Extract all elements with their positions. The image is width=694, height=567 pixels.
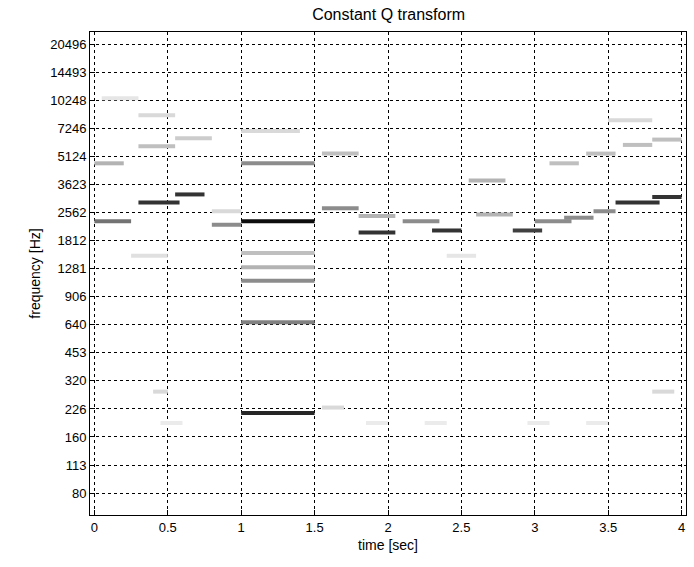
svg-text:226: 226 <box>65 402 87 417</box>
svg-text:4: 4 <box>678 520 685 535</box>
svg-text:10248: 10248 <box>50 93 86 108</box>
svg-text:1: 1 <box>238 520 245 535</box>
svg-text:1812: 1812 <box>57 233 86 248</box>
svg-text:5124: 5124 <box>57 149 86 164</box>
svg-text:14493: 14493 <box>50 65 86 80</box>
svg-text:frequency [Hz]: frequency [Hz] <box>27 228 43 318</box>
svg-text:640: 640 <box>65 317 87 332</box>
svg-text:Constant Q transform: Constant Q transform <box>312 6 465 23</box>
svg-text:906: 906 <box>65 289 87 304</box>
svg-text:113: 113 <box>66 458 87 473</box>
svg-text:320: 320 <box>65 373 87 388</box>
svg-text:453: 453 <box>65 345 87 360</box>
svg-text:1281: 1281 <box>57 261 86 276</box>
svg-text:1.5: 1.5 <box>306 520 324 535</box>
svg-text:20496: 20496 <box>50 37 86 52</box>
svg-text:7246: 7246 <box>57 121 86 136</box>
svg-text:3.5: 3.5 <box>599 520 617 535</box>
svg-text:0: 0 <box>91 520 98 535</box>
svg-text:2: 2 <box>384 520 391 535</box>
svg-text:3: 3 <box>531 520 538 535</box>
svg-text:80: 80 <box>72 486 86 501</box>
svg-text:time [sec]: time [sec] <box>358 537 418 553</box>
svg-text:2562: 2562 <box>57 205 86 220</box>
svg-text:2.5: 2.5 <box>452 520 470 535</box>
svg-text:3623: 3623 <box>57 177 86 192</box>
svg-text:0.5: 0.5 <box>159 520 177 535</box>
svg-text:160: 160 <box>65 429 87 444</box>
